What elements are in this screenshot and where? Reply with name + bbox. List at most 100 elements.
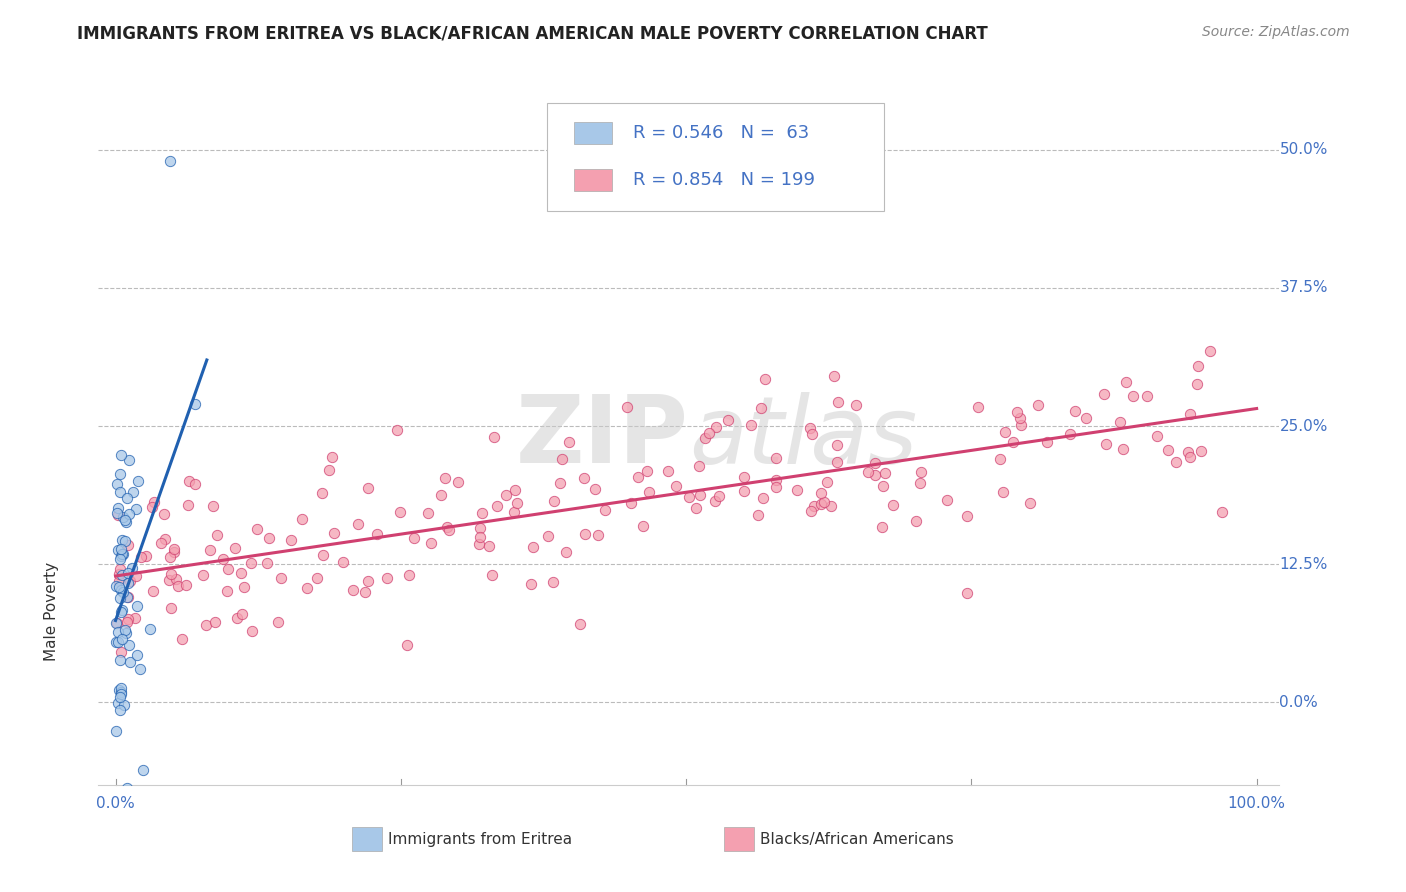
Point	[685, 500, 707, 515]
Point	[486, 499, 509, 513]
Point	[108, 580, 131, 594]
Point	[108, 574, 131, 589]
Point	[385, 424, 408, 438]
Point	[468, 537, 491, 551]
Point	[141, 583, 163, 598]
Point	[865, 456, 887, 470]
Point	[105, 579, 128, 593]
Point	[129, 549, 152, 564]
Point	[107, 500, 129, 515]
Text: 50.0%: 50.0%	[1279, 143, 1327, 158]
Point	[118, 638, 141, 652]
Point	[388, 505, 411, 519]
Point	[858, 465, 880, 479]
Point	[800, 504, 823, 518]
Point	[108, 484, 131, 499]
Point	[129, 662, 152, 676]
Point	[398, 567, 420, 582]
Point	[211, 552, 233, 566]
Point	[1059, 427, 1081, 442]
Point	[114, 513, 136, 527]
Point	[1156, 442, 1178, 457]
Point	[177, 474, 200, 488]
Point	[468, 521, 491, 535]
Point	[870, 520, 893, 534]
Point	[127, 804, 149, 818]
Point	[110, 645, 132, 659]
Point	[112, 509, 135, 524]
Point	[688, 458, 710, 473]
Point	[522, 540, 544, 554]
Point	[481, 567, 503, 582]
Point	[825, 455, 848, 469]
Point	[1092, 386, 1115, 401]
Point	[184, 476, 207, 491]
Text: 12.5%: 12.5%	[1279, 557, 1327, 572]
Point	[733, 484, 755, 499]
Point	[1076, 411, 1098, 425]
Point	[297, 581, 319, 595]
Point	[495, 488, 517, 502]
Point	[162, 542, 184, 557]
Text: R = 0.546   N =  63: R = 0.546 N = 63	[634, 124, 810, 142]
Point	[105, 724, 128, 739]
Point	[366, 526, 388, 541]
Point	[845, 398, 868, 412]
Point	[117, 591, 139, 605]
Point	[114, 623, 136, 637]
Point	[872, 479, 894, 493]
Point	[665, 478, 688, 492]
Point	[751, 491, 773, 505]
Point	[217, 562, 239, 576]
Point	[105, 615, 128, 630]
Point	[1199, 343, 1222, 358]
Point	[429, 488, 451, 502]
Point	[226, 611, 249, 625]
Point	[342, 583, 364, 598]
Point	[229, 566, 252, 580]
Point	[1136, 389, 1159, 403]
Point	[765, 474, 787, 488]
Point	[801, 427, 824, 442]
Point	[114, 515, 136, 529]
Point	[240, 624, 263, 638]
Point	[132, 764, 155, 778]
Point	[717, 413, 740, 427]
Point	[815, 475, 838, 489]
Point	[470, 506, 492, 520]
Point	[765, 480, 787, 494]
Point	[110, 685, 132, 699]
Point	[117, 576, 139, 591]
Point	[1177, 445, 1199, 459]
Point	[1008, 411, 1031, 425]
Text: 0.0%: 0.0%	[1279, 695, 1319, 710]
Point	[159, 549, 181, 564]
Point	[548, 476, 571, 491]
Point	[905, 514, 928, 528]
Point	[436, 520, 458, 534]
Point	[105, 615, 128, 630]
Point	[558, 435, 581, 450]
Point	[111, 568, 134, 582]
Point	[1005, 405, 1028, 419]
Point	[312, 549, 335, 563]
Point	[259, 531, 281, 545]
Point	[551, 452, 574, 467]
Point	[689, 488, 711, 502]
Point	[1094, 437, 1116, 451]
Text: 25.0%: 25.0%	[1279, 418, 1327, 434]
Point	[810, 485, 832, 500]
Point	[124, 569, 146, 583]
Point	[112, 698, 135, 712]
Point	[936, 492, 959, 507]
FancyBboxPatch shape	[547, 103, 884, 211]
Point	[1211, 505, 1233, 519]
Text: Immigrants from Eritrea: Immigrants from Eritrea	[388, 831, 572, 847]
Point	[627, 469, 650, 483]
Point	[153, 532, 176, 546]
Point	[323, 525, 346, 540]
Point	[246, 522, 269, 536]
Point	[636, 464, 658, 478]
Point	[193, 568, 215, 582]
Point	[105, 507, 128, 521]
